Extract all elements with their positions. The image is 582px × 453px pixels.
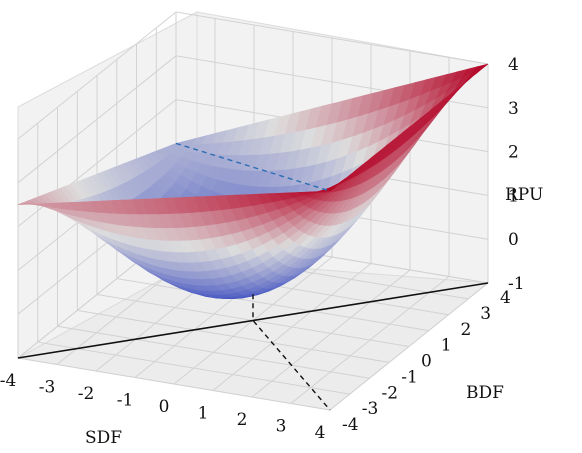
y-tick-label: -1 <box>401 367 418 387</box>
z-tick-labels: 4 3 2 1 0 -1 <box>508 55 525 294</box>
z-axis-label: RPU <box>505 185 543 205</box>
x-tick-label: 4 <box>315 423 326 443</box>
y-axis-label: BDF <box>466 383 504 403</box>
x-axis-label: SDF <box>85 428 122 448</box>
z-tick-label: -1 <box>508 274 525 294</box>
x-tick-label: 2 <box>237 410 248 430</box>
x-tick-label: -2 <box>78 384 95 404</box>
y-tick-label: 3 <box>480 304 491 324</box>
y-tick-label: 0 <box>421 352 432 372</box>
x-tick-label: -3 <box>39 378 56 398</box>
z-tick-label: 4 <box>508 55 519 75</box>
z-tick-label: 2 <box>508 143 519 163</box>
y-tick-label: 4 <box>500 288 511 308</box>
surface-mesh <box>17 63 489 300</box>
x-tick-label: 1 <box>198 404 209 424</box>
z-tick-label: 3 <box>508 99 519 119</box>
grid-line-z <box>17 11 489 140</box>
overlay-line-3 <box>17 282 489 359</box>
y-tick-label: -4 <box>342 415 359 435</box>
z-tick-label: 1 <box>508 186 519 206</box>
y-tick-label: -2 <box>382 383 399 403</box>
surface-patch <box>319 186 336 192</box>
overlay-lines <box>17 142 489 411</box>
x-tick-label: -4 <box>0 371 16 391</box>
x-tick-label: 0 <box>159 397 170 417</box>
x-tick-label: 3 <box>276 417 287 437</box>
x-tick-labels: -4 -3 -2 -1 0 1 2 3 4 <box>0 371 325 443</box>
y-tick-label: -3 <box>362 399 379 419</box>
y-tick-label: 2 <box>461 320 472 340</box>
x-tick-label: -1 <box>117 391 134 411</box>
z-tick-label: 0 <box>508 230 519 250</box>
y-tick-label: 1 <box>441 336 452 356</box>
